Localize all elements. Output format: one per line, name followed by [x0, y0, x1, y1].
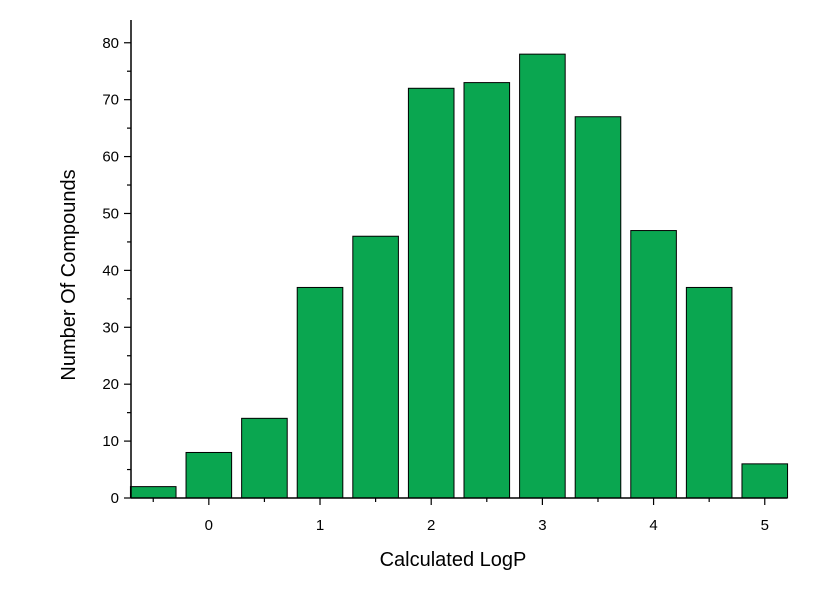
- y-ticks-group: 0 10 20 30 40 50 60 70 80: [102, 35, 131, 507]
- y-tick-label: 70: [102, 92, 119, 109]
- y-tick-label: 10: [102, 433, 119, 450]
- bar: [129, 486, 177, 499]
- y-tick-label: 20: [102, 376, 119, 393]
- y-tick-label: 30: [102, 319, 119, 336]
- x-tick-label: 3: [538, 517, 546, 534]
- bar: [352, 235, 399, 499]
- y-tick-label: 40: [102, 262, 119, 279]
- x-tick-label: 2: [427, 517, 435, 534]
- x-tick-label: 1: [316, 517, 324, 534]
- x-tick-label: 4: [649, 517, 657, 534]
- bar: [463, 82, 511, 499]
- x-tick-label: 5: [761, 517, 769, 534]
- x-tick-label: 0: [205, 517, 213, 534]
- bar: [296, 286, 344, 499]
- bar: [185, 451, 233, 499]
- x-ticks-group: 0 1 2 3 4 5: [152, 498, 769, 534]
- y-tick-label: 50: [102, 205, 119, 222]
- y-tick-label: 60: [102, 149, 119, 166]
- bar: [519, 53, 566, 499]
- bar: [574, 116, 622, 499]
- bar: [241, 417, 288, 499]
- x-axis-title: Calculated LogP: [380, 549, 527, 571]
- bar: [685, 286, 733, 499]
- bars-group: [129, 53, 789, 499]
- bar: [741, 463, 789, 499]
- y-axis-title: Number Of Compounds: [58, 169, 80, 380]
- bar: [407, 87, 455, 499]
- y-tick-label: 80: [102, 35, 119, 52]
- bar: [630, 230, 677, 499]
- y-tick-label: 0: [111, 490, 119, 507]
